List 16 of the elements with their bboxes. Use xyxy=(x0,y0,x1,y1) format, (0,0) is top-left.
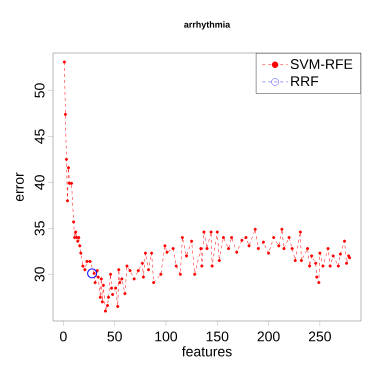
x-tick-label: 250 xyxy=(308,332,331,342)
x-axis-title: features xyxy=(182,346,232,356)
y-axis-title: error xyxy=(16,172,24,202)
x-tick-label: 100 xyxy=(155,332,178,342)
x-tick-label: 0 xyxy=(60,332,67,342)
x-tick-label: 200 xyxy=(258,332,280,342)
legend-label: SVM-RFE xyxy=(290,59,352,70)
chart-title: arrhythmia xyxy=(184,21,230,30)
y-tick-label: 40 xyxy=(34,175,44,190)
y-tick-label: 35 xyxy=(34,221,44,236)
x-tick-label: 150 xyxy=(206,332,228,342)
x-tick-label: 50 xyxy=(107,332,122,342)
legend-label: RRF xyxy=(291,76,318,86)
y-tick-label: 45 xyxy=(34,129,44,144)
y-tick-label: 50 xyxy=(34,83,44,98)
y-tick-label: 30 xyxy=(34,267,44,282)
